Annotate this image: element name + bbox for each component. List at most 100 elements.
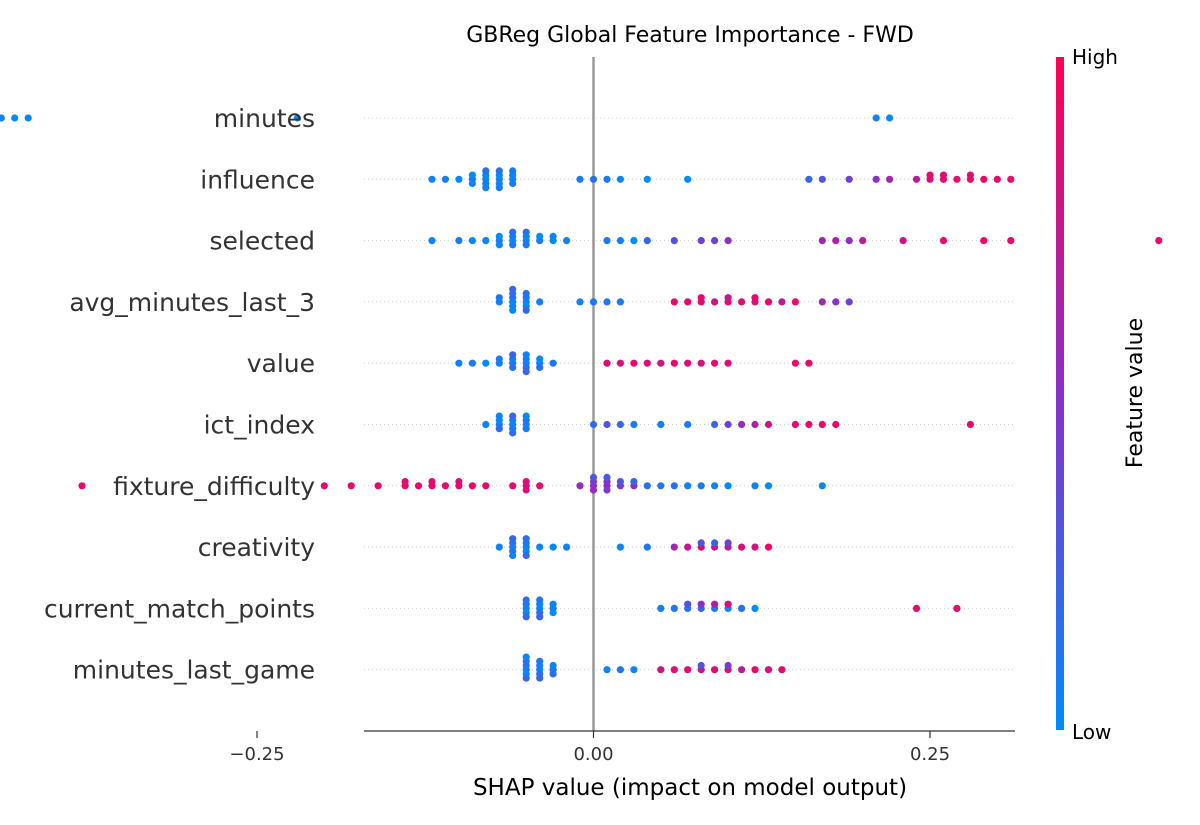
data-point (966, 171, 975, 179)
data-point (428, 175, 436, 183)
data-point (576, 298, 584, 306)
data-point (549, 359, 557, 367)
data-point (724, 420, 732, 429)
data-point (764, 482, 773, 490)
data-points (0, 114, 1163, 682)
data-point (428, 237, 436, 245)
x-axis-label: SHAP value (impact on model output) (473, 775, 907, 801)
data-point (468, 171, 476, 179)
feature-label: avg_minutes_last_3 (69, 288, 315, 317)
data-point (738, 604, 746, 613)
data-point (818, 237, 826, 245)
data-point (738, 298, 746, 306)
data-point (616, 359, 625, 367)
data-point (468, 482, 476, 490)
data-point (939, 171, 948, 179)
data-point (778, 298, 786, 306)
feature-label: minutes (214, 104, 315, 133)
colorbar-low-label: Low (1072, 720, 1111, 744)
data-point (832, 298, 840, 306)
data-point (805, 420, 813, 429)
data-point (616, 543, 625, 551)
colorbar-title: Feature value (1123, 318, 1148, 468)
data-point (603, 359, 611, 367)
data-point (549, 232, 557, 240)
data-point (697, 237, 705, 245)
data-point (818, 175, 826, 183)
data-point (657, 359, 665, 367)
data-point (455, 359, 463, 367)
data-point (657, 604, 665, 613)
data-point (980, 237, 988, 245)
data-point (603, 298, 611, 306)
data-point (953, 604, 961, 613)
data-point (939, 237, 948, 245)
data-point (872, 175, 880, 183)
data-point (509, 351, 517, 359)
data-point (616, 298, 625, 306)
data-point (643, 175, 651, 183)
data-point (441, 175, 449, 183)
data-point (522, 241, 530, 249)
data-point (670, 359, 678, 367)
data-point (509, 167, 517, 175)
data-point (697, 482, 705, 490)
data-point (509, 228, 517, 236)
data-point (536, 482, 544, 490)
data-point (616, 666, 625, 674)
data-point (576, 175, 584, 183)
data-point (536, 613, 544, 621)
data-point (670, 298, 678, 306)
data-point (441, 482, 449, 490)
data-point (980, 175, 988, 183)
data-point (495, 412, 503, 420)
data-point (657, 666, 665, 674)
data-point (751, 420, 759, 429)
data-point (738, 543, 746, 551)
data-point (589, 175, 598, 183)
data-point (684, 543, 692, 551)
data-point (536, 298, 544, 306)
data-point (643, 482, 651, 490)
data-point (482, 420, 490, 429)
data-point (711, 482, 719, 490)
x-tick-label: −0.25 (229, 744, 284, 765)
data-point (724, 539, 732, 547)
data-point (616, 478, 625, 486)
feature-label: value (247, 349, 315, 378)
data-point (711, 666, 719, 674)
data-point (536, 363, 544, 371)
data-point (522, 412, 530, 420)
data-point (509, 551, 517, 560)
feature-label: minutes_last_game (73, 656, 315, 685)
data-point (522, 486, 530, 494)
feature-labels: minutes influence selected avg_minutes_last… (44, 104, 315, 685)
feature-label: selected (209, 227, 315, 256)
data-point (697, 294, 705, 302)
data-point (549, 600, 557, 608)
data-point (589, 473, 598, 481)
data-point (791, 298, 800, 306)
data-point (536, 355, 544, 363)
data-point (724, 482, 732, 490)
data-point (495, 167, 503, 175)
chart-title: GBReg Global Feature Importance - FWD (466, 23, 914, 48)
data-point (711, 237, 719, 245)
data-point (953, 175, 961, 183)
data-point (482, 237, 490, 245)
data-point (455, 478, 463, 486)
data-point (724, 359, 732, 367)
data-point (522, 478, 530, 486)
data-point (711, 539, 719, 547)
data-point (549, 661, 557, 670)
data-point (832, 237, 840, 245)
data-point (522, 653, 530, 661)
data-point (684, 298, 692, 306)
data-point (697, 359, 705, 367)
data-point (589, 420, 598, 429)
data-point (509, 241, 517, 249)
data-point (751, 482, 759, 490)
data-point (684, 600, 692, 608)
data-point (536, 543, 544, 551)
data-point (616, 175, 625, 183)
